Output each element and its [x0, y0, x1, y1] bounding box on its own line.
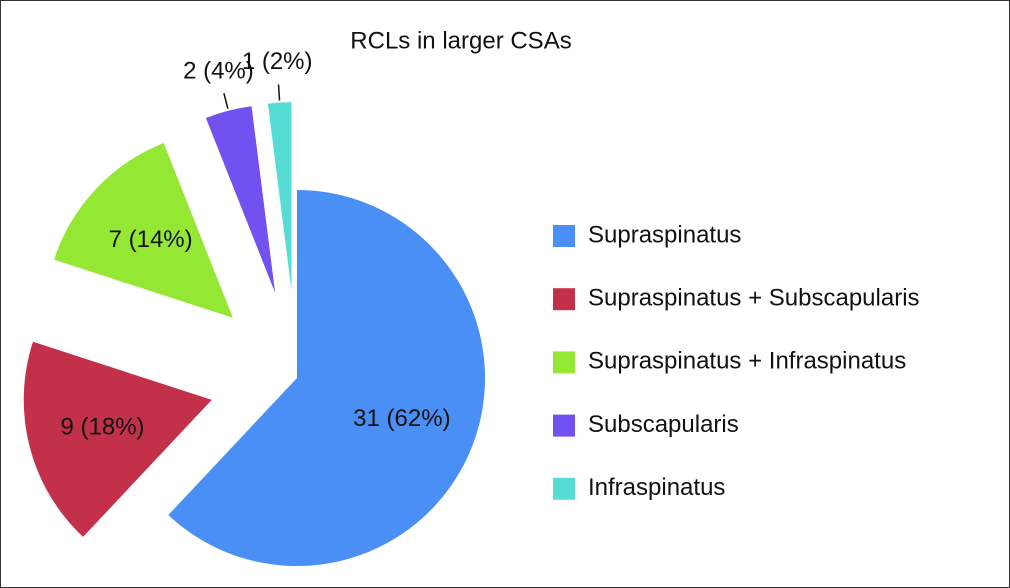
data-label: 31 (62%) — [353, 405, 450, 432]
leader-line — [277, 84, 281, 101]
legend-swatch — [553, 225, 575, 247]
legend-label: Supraspinatus — [588, 221, 741, 248]
pie-slice — [23, 341, 212, 537]
pie-slice — [267, 102, 292, 291]
legend-label: Subscapularis — [588, 411, 739, 438]
pie-slice — [54, 142, 233, 318]
legend-swatch — [553, 477, 575, 500]
legend-swatch — [553, 414, 575, 437]
legend-label: Supraspinatus + Subscapularis — [588, 285, 920, 312]
pie-slice — [205, 106, 276, 293]
data-label: 7 (14%) — [109, 226, 193, 253]
legend-label: Infraspinatus — [588, 474, 725, 501]
legend-swatch — [553, 288, 575, 311]
legend-swatch — [553, 351, 575, 374]
data-label: 9 (18%) — [60, 413, 144, 440]
pie-slice — [168, 189, 486, 566]
leader-line — [223, 93, 229, 109]
legend-label: Supraspinatus + Infraspinatus — [588, 348, 906, 375]
chart-title: RCLs in larger CSAs — [350, 27, 571, 54]
data-label: 2 (4%) — [183, 57, 254, 84]
data-label: 1 (2%) — [242, 48, 313, 75]
